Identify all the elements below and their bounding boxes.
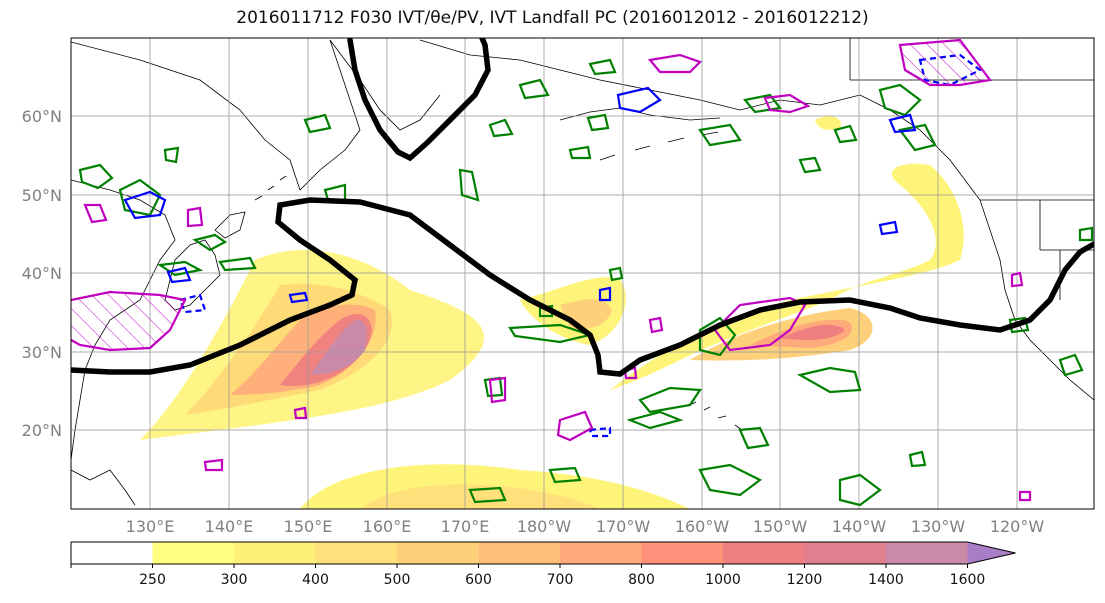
- ivt-band-south: [300, 464, 690, 509]
- lon-tick-label: 150°E: [284, 517, 333, 536]
- lon-tick-label: 120°W: [990, 517, 1045, 536]
- lon-tick-label: 140°E: [205, 517, 254, 536]
- lat-tick-label: 30°N: [22, 343, 62, 362]
- colorbar-tick-label: 1400: [868, 572, 904, 588]
- lat-tick-label: 50°N: [22, 186, 62, 205]
- lon-tick-label: 170°E: [441, 517, 490, 536]
- colorbar-segment: [71, 542, 153, 564]
- colorbar-segment: [560, 542, 642, 564]
- magenta-contours: [71, 38, 1032, 502]
- colorbar-segment: [397, 542, 479, 564]
- colorbar-segment: [478, 542, 560, 564]
- colorbar-segment: [641, 542, 723, 564]
- green-contours: [78, 58, 1094, 507]
- colorbar-segment: [804, 542, 886, 564]
- ivt-patch-alaska: [815, 116, 841, 130]
- lon-tick-label: 180°W: [517, 517, 572, 536]
- colorbar-segment: [315, 542, 397, 564]
- lon-tick-label: 130°E: [126, 517, 175, 536]
- colorbar-extend-arrow: [967, 542, 1016, 564]
- lat-tick-label: 60°N: [22, 107, 62, 126]
- colorbar-segment: [886, 542, 968, 564]
- colorbar-segment: [152, 542, 234, 564]
- lat-tick-label: 40°N: [22, 264, 62, 283]
- lon-tick-label: 140°W: [832, 517, 887, 536]
- lon-tick-label: 130°W: [911, 517, 966, 536]
- ivt-plume-east: [610, 163, 964, 390]
- colorbar-tick-label: 250: [139, 572, 166, 588]
- colorbar-tick-label: 1200: [787, 572, 823, 588]
- colorbar-segment: [723, 542, 805, 564]
- colorbar-outline: [70, 541, 1016, 565]
- map-frame: [70, 37, 1095, 510]
- colorbar-tick-label: 1600: [950, 572, 986, 588]
- lon-tick-label: 150°W: [753, 517, 808, 536]
- black-contours: [71, 38, 1094, 377]
- colorbar-tick-label: 400: [302, 572, 329, 588]
- colorbar-tick-label: 800: [628, 572, 655, 588]
- colorbar-tick-label: 600: [465, 572, 492, 588]
- ivt-plume-west: [140, 250, 485, 440]
- colorbar-tick-label: 1000: [705, 572, 741, 588]
- lat-tick-label: 20°N: [22, 421, 62, 440]
- colorbar-tick-label: 700: [547, 572, 574, 588]
- colorbar-segment: [234, 542, 316, 564]
- colorbar-tick-label: 300: [221, 572, 248, 588]
- lon-tick-label: 160°W: [675, 517, 730, 536]
- lon-tick-labels: 130°E 140°E 150°E 160°E 170°E 180°W 170°…: [126, 517, 1045, 536]
- lon-tick-label: 160°E: [363, 517, 412, 536]
- colorbar-tick-label: 500: [384, 572, 411, 588]
- colorbar: 250 300 400 500 600 700 800 1000 1200 1400 1600: [70, 541, 1016, 588]
- map-title: 2016011712 F030 IVT/θe/PV, IVT Landfall …: [236, 8, 869, 28]
- lon-tick-label: 170°W: [596, 517, 651, 536]
- lat-tick-labels: 60°N 50°N 40°N 30°N 20°N: [22, 107, 62, 440]
